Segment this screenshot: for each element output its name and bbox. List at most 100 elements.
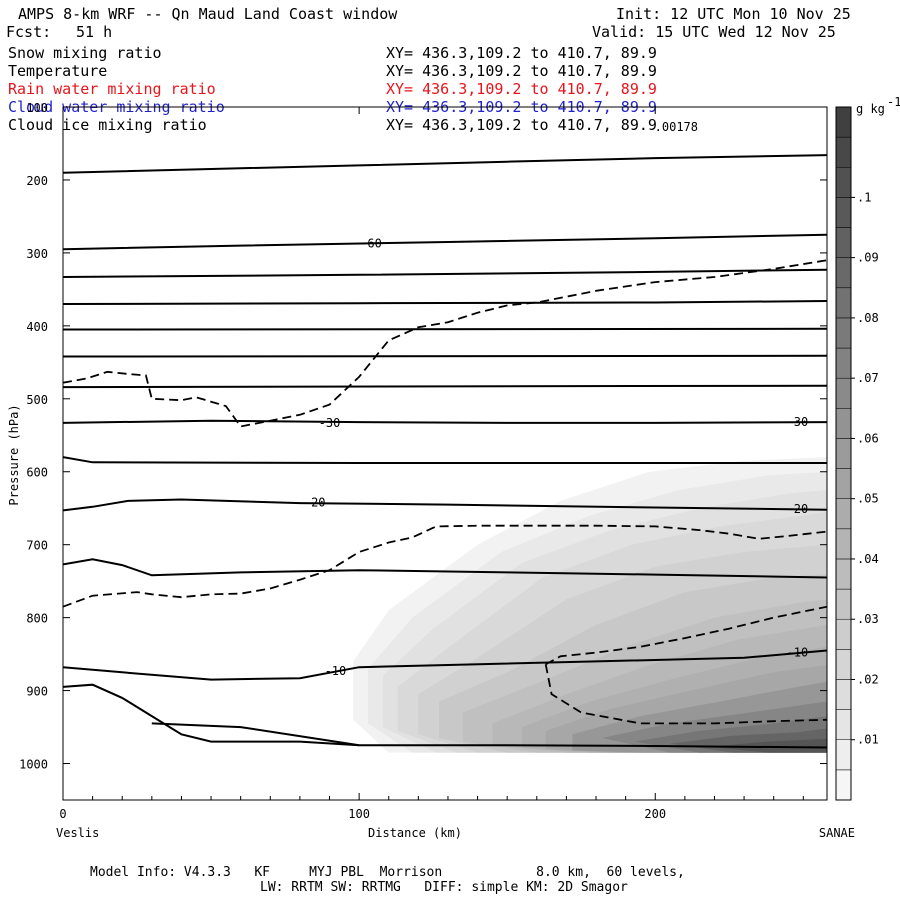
colorbar-cell — [835, 528, 852, 560]
y-axis-label: Pressure (hPa) — [7, 404, 21, 505]
colorbar-tick-label: .04 — [857, 552, 879, 566]
colorbar-cell — [835, 438, 852, 469]
colorbar-tick-label: .08 — [857, 311, 879, 325]
colorbar-cell — [835, 408, 852, 439]
right-endpoint-label: SANAE — [819, 826, 855, 840]
isotherm-label: -10 — [325, 664, 347, 678]
y-tick-label: 900 — [26, 685, 48, 699]
colorbar-cell — [835, 197, 852, 228]
isotherm-label: -20 — [787, 502, 809, 516]
field-name-2: Rain water mixing ratio — [8, 80, 216, 98]
colorbar-tick-label: .02 — [857, 672, 879, 686]
colorbar-cell — [835, 167, 852, 198]
init-time: Init: 12 UTC Mon 10 Nov 25 — [616, 5, 851, 23]
x-tick-label: 100 — [348, 807, 370, 821]
colorbar-tick-label: .09 — [857, 251, 879, 265]
colorbar-cell — [835, 618, 852, 650]
axes-layer: 100 200 300 400 500 600 700 800 900 1000 0 100 200 Di… — [7, 101, 855, 840]
temperature-isotherms-layer: -60 -30 -30 -20 -20 -10 -10 — [63, 154, 827, 749]
y-tick-label: 700 — [26, 539, 48, 553]
field-name-4: Cloud ice mixing ratio — [8, 116, 207, 134]
colorbar-cell — [835, 739, 852, 771]
field-xy-2: XY= 436.3,109.2 to 410.7, 89.9 — [386, 80, 657, 98]
isotherm-7 — [63, 419, 827, 424]
isotherm-1 — [63, 233, 827, 251]
field-name-1: Temperature — [8, 62, 108, 80]
colorbar-cell — [835, 558, 852, 590]
colorbar-cell — [835, 106, 852, 138]
snow-level-14 — [708, 738, 827, 753]
cloud-ice-contour-0 — [63, 259, 827, 428]
colorbar-tick-label: .1 — [857, 190, 871, 204]
colorbar-tick-label: .05 — [857, 492, 879, 506]
footer-physics-info: LW: RRTM SW: RRTMG DIFF: simple KM: 2D S… — [260, 880, 628, 895]
isotherm-6 — [63, 384, 827, 389]
colorbar-layer: .01 .02 .03 .04 .05 .06 .07 .08 .09 .1 g kg -1 — [835, 95, 900, 801]
isotherm-3 — [63, 300, 827, 305]
fcst-value: 51 h — [76, 23, 113, 41]
isotherm-label: -10 — [787, 646, 809, 660]
cloud-ice-contour-2 — [545, 605, 827, 666]
y-tick-label: 500 — [26, 393, 48, 407]
field-xy-4: XY= 436.3,109.2 to 410.7, 89.9 — [386, 116, 657, 134]
cloud-ice-contours-layer — [63, 259, 827, 725]
colorbar-unit: g kg — [856, 102, 885, 116]
colorbar-tick-label: .03 — [857, 612, 879, 626]
left-endpoint-label: Veslis — [56, 826, 99, 840]
colorbar-tick-label: .07 — [857, 371, 879, 385]
valid-time: Valid: 15 UTC Wed 12 Nov 25 — [592, 23, 836, 41]
y-tick-label: 400 — [26, 320, 48, 334]
colorbar-unit-exponent: -1 — [887, 95, 900, 109]
colorbar-cell — [835, 136, 852, 168]
isotherm-label: -60 — [360, 236, 382, 250]
field-xy-0: XY= 436.3,109.2 to 410.7, 89.9 — [386, 44, 657, 62]
isotherm-10 — [63, 558, 827, 579]
isotherm-label: -20 — [304, 495, 326, 509]
colorbar-cell — [835, 649, 852, 680]
x-axis-label: Distance (km) — [368, 826, 462, 840]
colorbar-frame — [835, 106, 852, 801]
y-tick-label: 300 — [26, 247, 48, 261]
plot-frame — [62, 106, 828, 801]
colorbar-cell — [835, 709, 852, 740]
isotherm-11 — [63, 649, 827, 681]
snow-shading-layer — [353, 457, 827, 753]
colorbar-cell — [835, 347, 852, 379]
cloud-ice-max-label: .00178 — [655, 120, 698, 134]
isotherm-4 — [63, 327, 827, 331]
isotherm-label: -30 — [787, 415, 809, 429]
footer-model-info: Model Info: V4.3.3 KF MYJ PBL Morrison 8… — [90, 865, 685, 880]
isotherm-2 — [63, 268, 827, 278]
isotherm-12 — [63, 683, 827, 749]
colorbar-cell — [835, 377, 852, 409]
isotherm-5 — [63, 354, 827, 358]
isotherm-label: -30 — [319, 416, 341, 430]
colorbar-cell — [835, 679, 852, 710]
colorbar-cell — [835, 317, 852, 349]
field-name-0: Snow mixing ratio — [8, 44, 162, 62]
colorbar-cell — [835, 468, 852, 499]
cloud-ice-contour-3 — [544, 664, 827, 725]
x-tick-label: 200 — [644, 807, 666, 821]
y-tick-label: 200 — [26, 174, 48, 188]
colorbar-cell — [835, 257, 852, 289]
colorbar-cell — [835, 227, 852, 258]
y-tick-label: 100 — [26, 101, 48, 115]
isotherm-9 — [63, 498, 827, 512]
isotherm-8 — [63, 456, 827, 464]
field-xy-1: XY= 436.3,109.2 to 410.7, 89.9 — [386, 62, 657, 80]
isotherm-13 — [151, 722, 360, 747]
colorbar-cell — [835, 287, 852, 319]
colorbar-cell — [835, 588, 852, 620]
chart-title: AMPS 8-km WRF -- Qn Maud Land Coast wind… — [18, 5, 398, 23]
colorbar-tick-label: .01 — [857, 733, 879, 747]
colorbar-cell — [835, 498, 852, 530]
colorbar-tick-label: .06 — [857, 431, 879, 445]
y-tick-label: 1000 — [19, 758, 48, 772]
fcst-label: Fcst: — [6, 23, 52, 41]
x-tick-label: 0 — [59, 807, 66, 821]
colorbar-cell — [835, 769, 852, 801]
y-tick-label: 800 — [26, 612, 48, 626]
isotherm-0 — [63, 154, 827, 174]
